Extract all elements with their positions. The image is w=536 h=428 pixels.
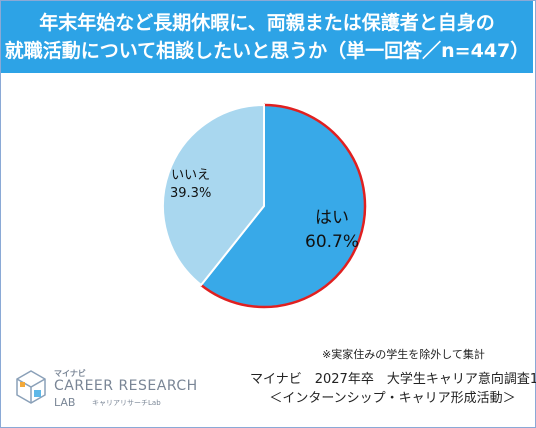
source-line-1: マイナビ 2027年卒 大学生キャリア意向調査12月 xyxy=(250,372,536,387)
slice-label-hai-value: 60.7% xyxy=(305,232,360,252)
title-line-1: 年末年始など長期休暇に、両親または保護者と自身の xyxy=(39,12,495,34)
slice-label-hai: はい 60.7% xyxy=(305,206,359,254)
logo-main-text: CAREER RESEARCH xyxy=(54,378,198,394)
chart-title: 年末年始など長期休暇に、両親または保護者と自身の 就職活動について相談したいと思… xyxy=(1,1,533,73)
pie-slice-1 xyxy=(162,103,265,287)
logo-sub-text: LAB xyxy=(54,396,76,409)
cube-logo-icon xyxy=(16,370,46,404)
logo-brand: マイナビ xyxy=(54,369,86,378)
logo-sub-kana: キャリアリサーチLab xyxy=(92,399,161,407)
pie-slice-highlight-outline xyxy=(200,103,367,309)
slice-label-hai-name: はい xyxy=(315,208,349,228)
source-caption: マイナビ 2027年卒 大学生キャリア意向調査12月 ＜インターンシップ・キャリ… xyxy=(250,370,536,408)
source-line-2: ＜インターンシップ・キャリア形成活動＞ xyxy=(269,391,516,406)
slice-label-iie-name: いいえ xyxy=(171,168,211,183)
slice-label-iie: いいえ 39.3% xyxy=(170,167,211,203)
footnote: ※実家住みの学生を除外して集計 xyxy=(322,348,485,361)
slice-label-iie-value: 39.3% xyxy=(170,186,212,201)
career-research-lab-logo: マイナビ CAREER RESEARCH LAB キャリアリサーチLab xyxy=(14,368,204,412)
title-line-2: 就職活動について相談したいと思うか（単一回答／n=447） xyxy=(4,40,530,62)
